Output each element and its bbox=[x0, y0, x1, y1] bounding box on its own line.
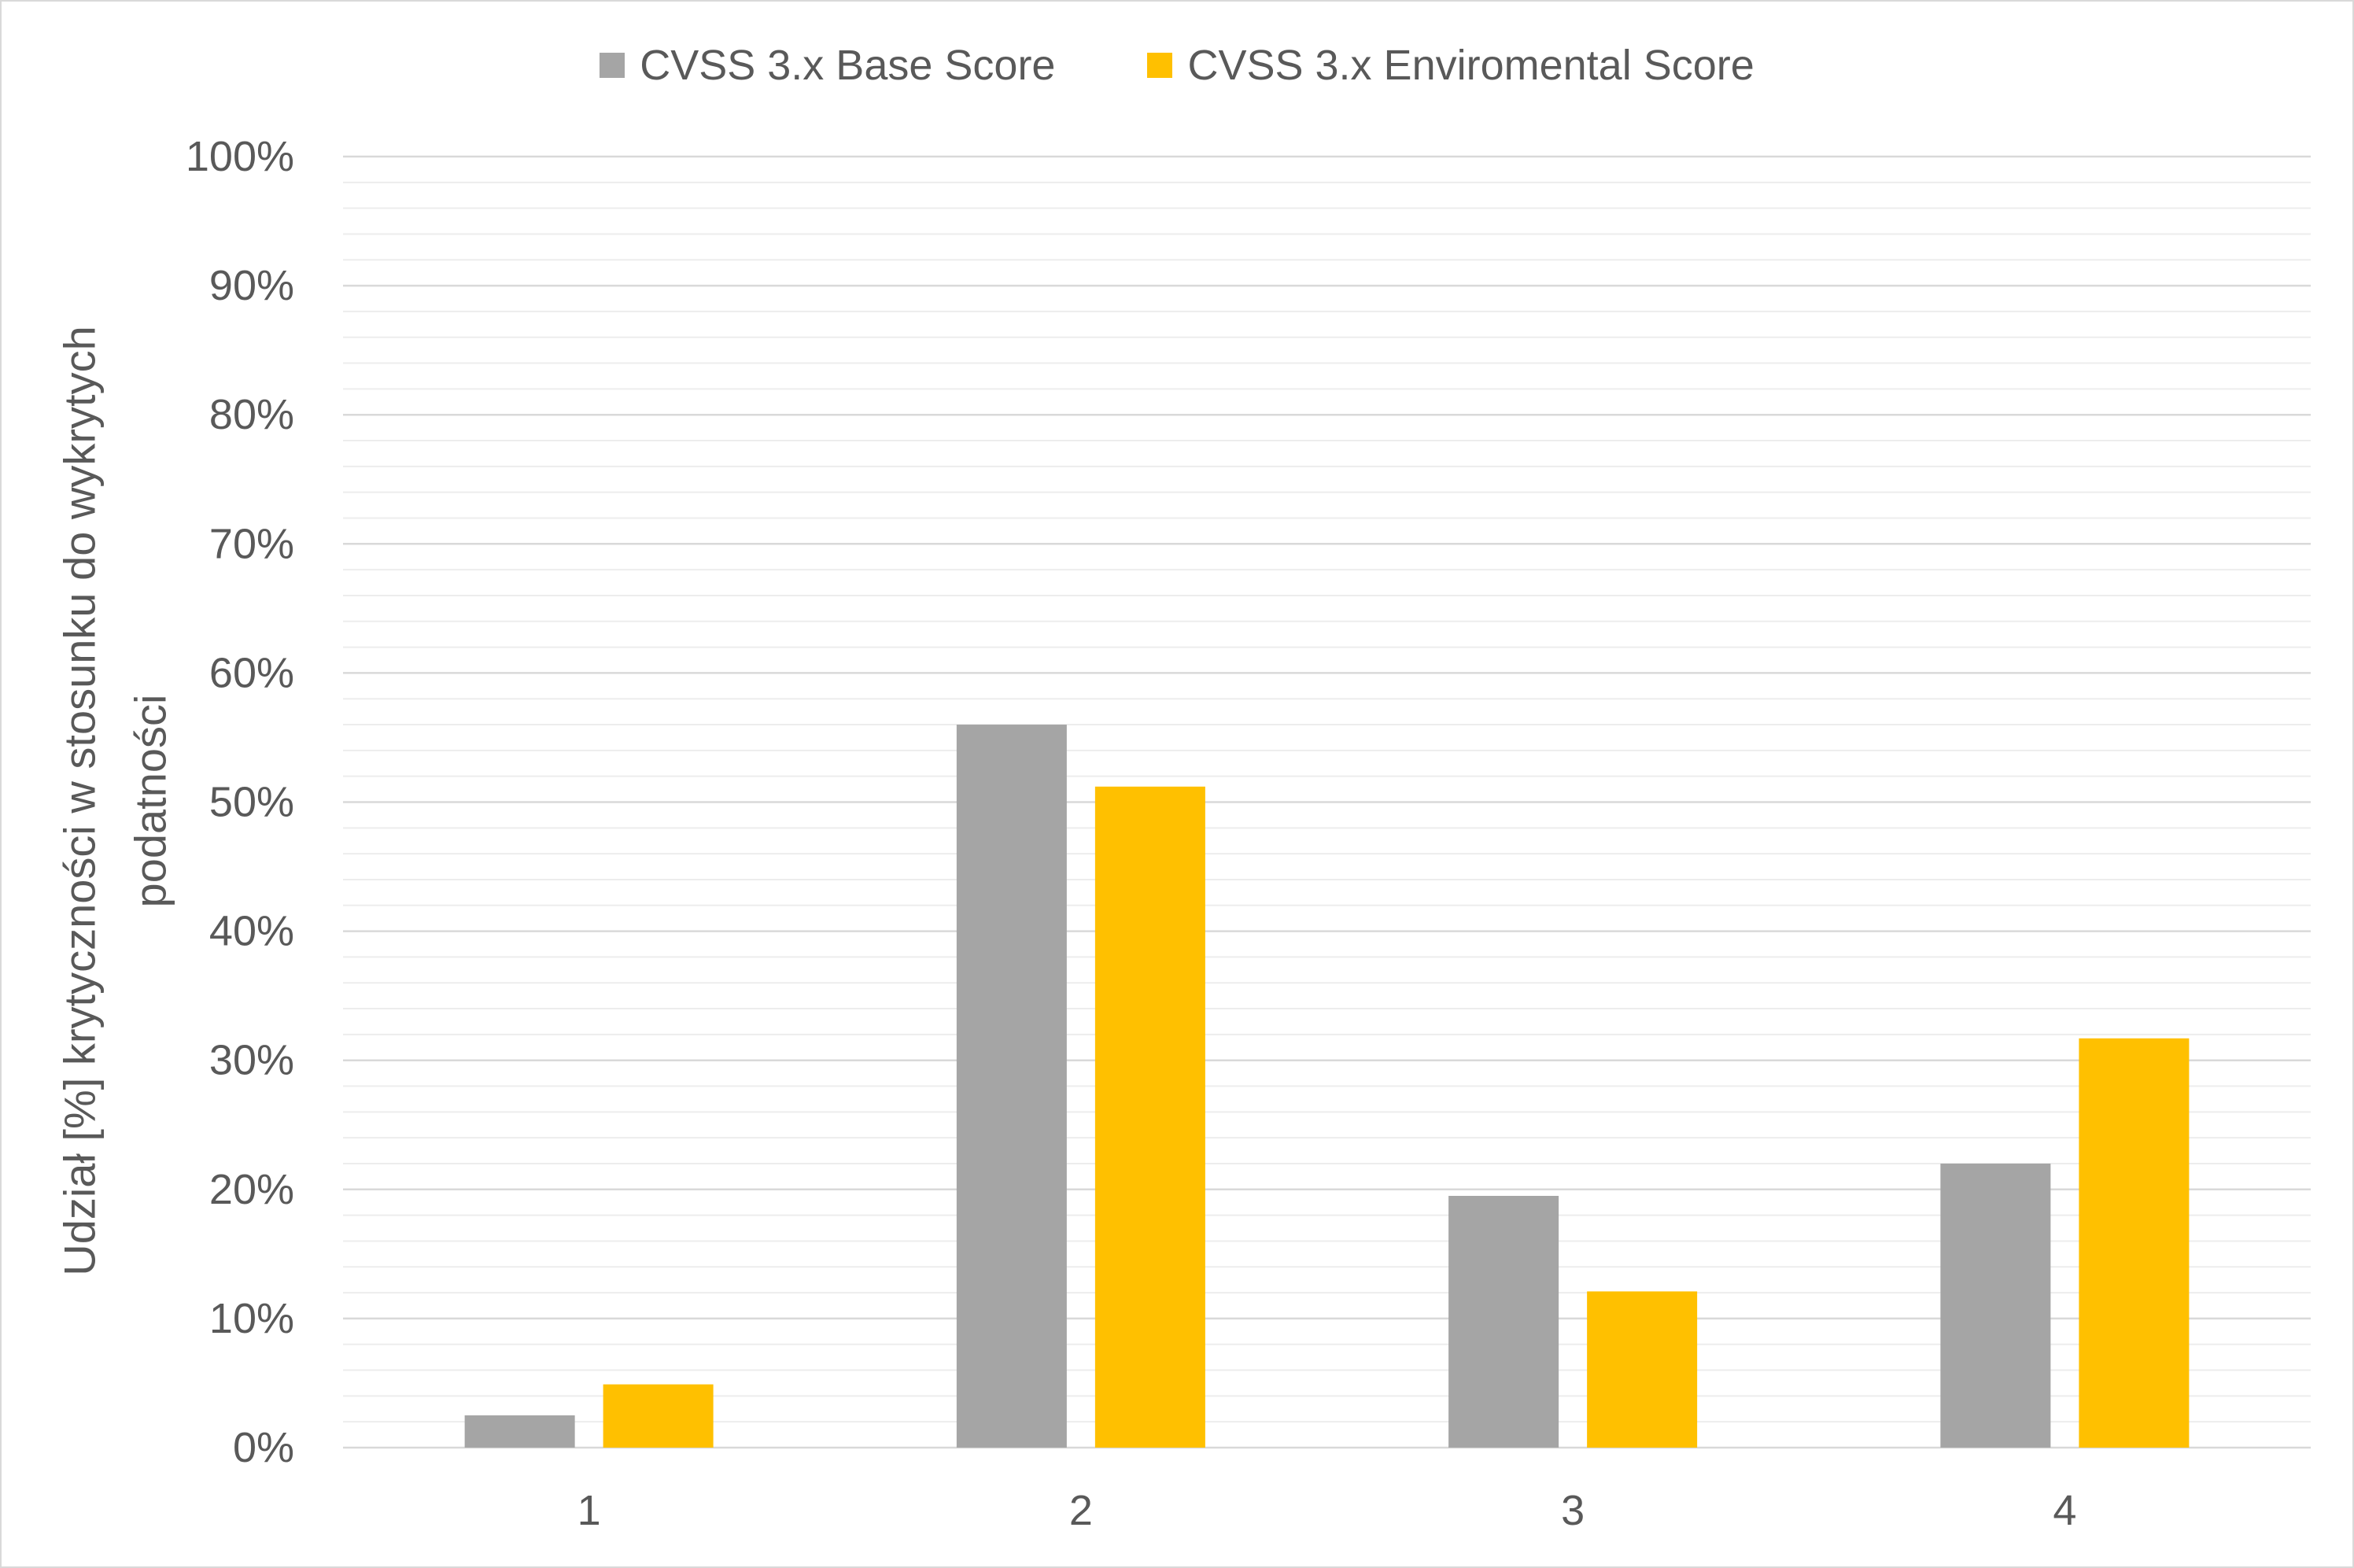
bar-series-1-category-1 bbox=[464, 1415, 575, 1448]
bar-series-1-category-2 bbox=[956, 725, 1067, 1448]
bar-series-2-category-3 bbox=[1587, 1291, 1698, 1448]
x-axis-tick-labels: 1 2 3 4 bbox=[577, 1487, 2077, 1534]
y-tick-label: 30% bbox=[209, 1037, 294, 1084]
bar-series-2-category-2 bbox=[1094, 786, 1205, 1448]
chart-legend: CVSS 3.x Base Score CVSS 3.x Enviromenta… bbox=[0, 39, 2354, 91]
y-tick-label: 20% bbox=[209, 1166, 294, 1213]
y-axis-title-line-2: podatności bbox=[126, 695, 175, 908]
x-tick-label: 3 bbox=[1561, 1487, 1585, 1534]
legend-item-base-score: CVSS 3.x Base Score bbox=[600, 39, 1055, 91]
y-tick-label: 10% bbox=[209, 1295, 294, 1342]
bars bbox=[464, 725, 2190, 1448]
y-tick-label: 50% bbox=[209, 779, 294, 826]
bar-series-1-category-3 bbox=[1448, 1196, 1559, 1448]
y-tick-label: 70% bbox=[209, 520, 294, 567]
legend-label-base-score: CVSS 3.x Base Score bbox=[640, 42, 1056, 89]
y-tick-label: 100% bbox=[186, 133, 294, 180]
y-axis-tick-labels: 0% 10% 20% 30% 40% 50% 60% 70% 80% 90% 100% bbox=[186, 133, 294, 1471]
bar-series-1-category-4 bbox=[1940, 1163, 2051, 1448]
y-axis-title-line-1: Udział [%] krytyczności w stosunku do wy… bbox=[55, 326, 105, 1275]
y-tick-label: 0% bbox=[233, 1424, 294, 1471]
y-tick-label: 80% bbox=[209, 391, 294, 438]
y-tick-label: 40% bbox=[209, 908, 294, 955]
legend-item-enviromental-score: CVSS 3.x Enviromental Score bbox=[1147, 39, 1754, 91]
y-axis-title: Udział [%] krytyczności w stosunku do wy… bbox=[55, 326, 175, 1275]
y-tick-label: 60% bbox=[209, 649, 294, 696]
legend-swatch-enviromental-score bbox=[1147, 53, 1173, 78]
bar-series-2-category-1 bbox=[603, 1384, 714, 1448]
x-tick-label: 4 bbox=[2053, 1487, 2076, 1534]
y-tick-label: 90% bbox=[209, 262, 294, 309]
bar-series-2-category-4 bbox=[2079, 1038, 2190, 1448]
x-tick-label: 1 bbox=[577, 1487, 601, 1534]
legend-label-enviromental-score: CVSS 3.x Enviromental Score bbox=[1187, 42, 1754, 89]
legend-swatch-base-score bbox=[600, 53, 625, 78]
x-tick-label: 2 bbox=[1069, 1487, 1093, 1534]
